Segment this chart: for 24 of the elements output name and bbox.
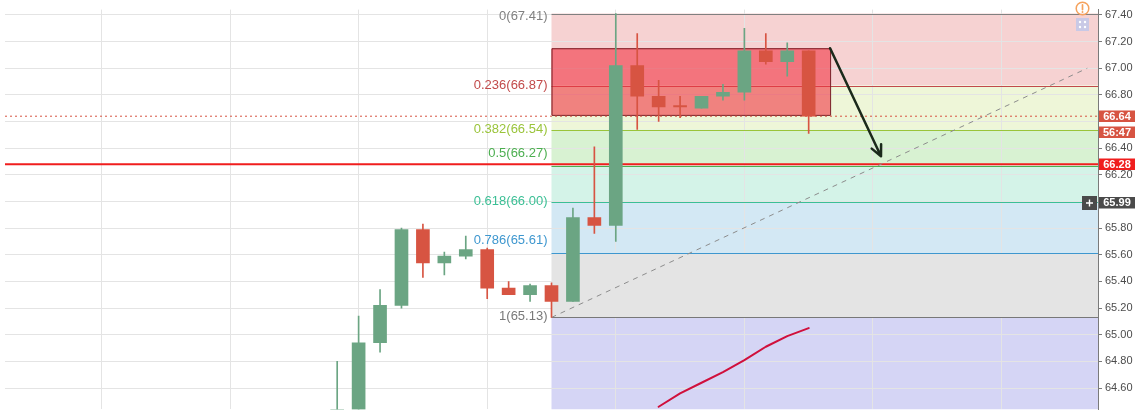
y-tick-label: 65.60 (1105, 247, 1133, 260)
y-tick-label: 66.80 (1105, 87, 1133, 100)
y-tick-label: 64.80 (1105, 354, 1133, 367)
ref-line-label: 0.618(66.00) (473, 192, 548, 208)
ref-line-label: 66.28 (1103, 157, 1131, 170)
y-tick-label: 64.60 (1105, 381, 1133, 394)
ref-line-label: 1(65.13) (499, 308, 548, 324)
y-tick-label: 65.20 (1105, 301, 1133, 314)
ref-line-label: 0(67.41) (499, 7, 548, 23)
annotation: 56:47 (1102, 125, 1132, 138)
y-tick-label: 66.20 (1105, 167, 1133, 180)
ref-line-label: 0.5(66.27) (488, 144, 548, 160)
y-tick-label: 65.00 (1105, 327, 1133, 340)
ref-line-label: 0.786(65.61) (473, 232, 548, 248)
ref-line-label: 0.382(66.54) (473, 120, 548, 136)
y-tick-label: 67.40 (1105, 7, 1133, 20)
y-tick-label: 65.80 (1105, 221, 1133, 234)
y-tick-label: 67.00 (1105, 61, 1133, 74)
y-tick-label: 67.20 (1105, 34, 1133, 47)
y-tick-label: 66.40 (1105, 141, 1133, 154)
ref-line-label: 66.64 (1103, 109, 1132, 122)
y-tick-label: 65.40 (1105, 274, 1133, 287)
annotation: 65.99 (1103, 196, 1131, 209)
ref-line-label: 0.236(66.87) (473, 76, 548, 92)
